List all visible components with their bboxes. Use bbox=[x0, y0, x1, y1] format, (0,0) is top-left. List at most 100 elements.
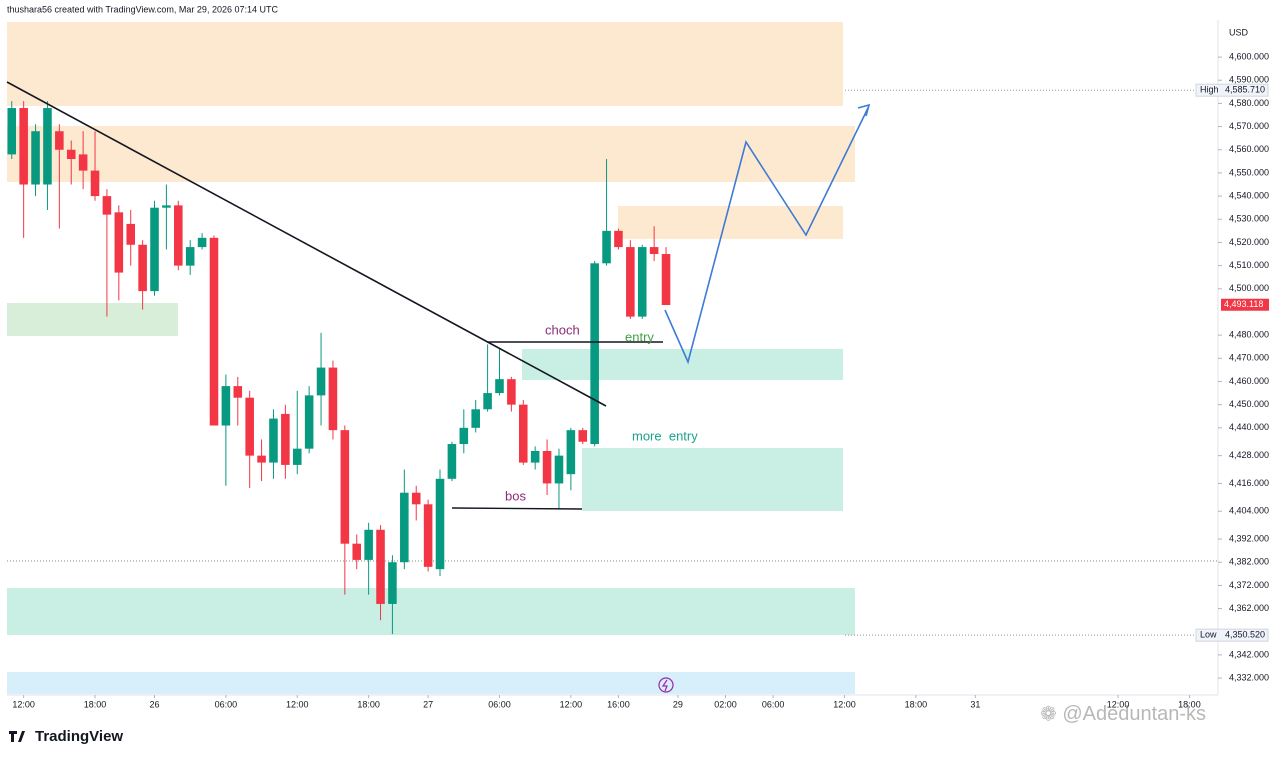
logo-text: TradingView bbox=[35, 728, 123, 745]
x-tick-label: 12:00 bbox=[560, 699, 583, 709]
candle-body bbox=[114, 212, 124, 273]
event-icon-bolt bbox=[661, 679, 668, 692]
candle-body bbox=[185, 247, 195, 266]
candle-body bbox=[364, 529, 373, 560]
x-tick-label: 27 bbox=[423, 699, 433, 709]
candle-body bbox=[78, 154, 88, 171]
candle-body bbox=[661, 254, 671, 306]
candle-body bbox=[304, 395, 314, 449]
zone bbox=[7, 126, 855, 182]
zone bbox=[7, 672, 855, 694]
marker-label: 4,350.520 bbox=[1225, 630, 1265, 640]
event-icon[interactable] bbox=[658, 677, 674, 693]
candle-body bbox=[19, 108, 28, 185]
candle-body bbox=[530, 450, 540, 463]
candle-body bbox=[269, 418, 278, 463]
y-tick-label: 4,500.000 bbox=[1229, 283, 1269, 293]
candle-body bbox=[435, 478, 445, 570]
candle-body bbox=[209, 237, 219, 426]
drawings bbox=[6, 81, 871, 693]
zone bbox=[582, 448, 843, 511]
y-tick-label: 4,440.000 bbox=[1229, 422, 1269, 432]
y-tick-label: 4,560.000 bbox=[1229, 144, 1269, 154]
y-tick-label: 4,332.000 bbox=[1229, 672, 1269, 682]
candle-body bbox=[340, 430, 350, 544]
y-tick-label: 4,342.000 bbox=[1229, 649, 1269, 659]
y-tick-label: 4,372.000 bbox=[1229, 580, 1269, 590]
x-tick-label: 29 bbox=[673, 699, 683, 709]
projection-path bbox=[664, 107, 869, 365]
candle-body bbox=[626, 247, 635, 317]
y-tick-label: 4,540.000 bbox=[1229, 190, 1269, 200]
candle-body bbox=[495, 379, 504, 394]
zone bbox=[7, 22, 843, 106]
candle-body bbox=[174, 205, 183, 266]
projection-arrow bbox=[857, 103, 871, 117]
candle-body bbox=[292, 448, 302, 465]
candle-body bbox=[90, 170, 100, 197]
y-tick-label: 4,590.000 bbox=[1229, 75, 1269, 85]
last-price-label: 4,493.118 bbox=[1224, 299, 1263, 309]
logo-mark bbox=[9, 731, 25, 742]
candle-body bbox=[542, 450, 552, 484]
annotation: entry bbox=[625, 329, 654, 344]
candle-body bbox=[411, 492, 421, 505]
zone bbox=[522, 349, 843, 380]
x-tick-label: 06:00 bbox=[215, 699, 238, 709]
candle-body bbox=[245, 397, 254, 456]
candle-body bbox=[614, 230, 623, 248]
x-tick-label: 12:00 bbox=[12, 699, 35, 709]
candle-body bbox=[590, 263, 599, 445]
annotation: more entry bbox=[632, 428, 698, 443]
y-tick-label: 4,392.000 bbox=[1229, 533, 1269, 543]
y-tick-label: 4,404.000 bbox=[1229, 506, 1269, 516]
candle-body bbox=[138, 244, 147, 292]
currency: USD bbox=[1229, 27, 1249, 37]
y-tick-label: 4,480.000 bbox=[1229, 330, 1269, 340]
x-tick-label: 06:00 bbox=[762, 699, 785, 709]
candle-body bbox=[400, 492, 409, 563]
trend-line bbox=[6, 81, 607, 407]
annotation: bos bbox=[505, 488, 526, 503]
candle-body bbox=[126, 223, 135, 245]
candle-body bbox=[602, 230, 611, 264]
x-tick-label: 18:00 bbox=[84, 699, 107, 709]
watermark: ❁ @Adeduntan-ks bbox=[1040, 703, 1206, 725]
y-tick-label: 4,600.000 bbox=[1229, 51, 1269, 61]
x-tick-label: 06:00 bbox=[488, 699, 511, 709]
x-tick-label: 02:00 bbox=[714, 699, 737, 709]
candle-body bbox=[649, 247, 659, 255]
marker-name: Low bbox=[1200, 630, 1217, 640]
candle-body bbox=[459, 427, 469, 445]
candle-body bbox=[471, 409, 480, 428]
y-tick-label: 4,470.000 bbox=[1229, 353, 1269, 363]
y-tick-label: 4,550.000 bbox=[1229, 167, 1269, 177]
candle-body bbox=[43, 108, 52, 185]
candle-body bbox=[66, 149, 76, 160]
candle-body bbox=[7, 108, 17, 155]
marker-badge bbox=[1195, 628, 1269, 642]
candle-body bbox=[150, 207, 159, 292]
y-tick-label: 4,530.000 bbox=[1229, 214, 1269, 224]
logo: TradingView bbox=[9, 728, 123, 745]
y-tick-label: 4,428.000 bbox=[1229, 450, 1269, 460]
y-tick-label: 4,520.000 bbox=[1229, 237, 1269, 247]
watermark-text: @Adeduntan-ks bbox=[1062, 703, 1206, 725]
x-tick-label: 12:00 bbox=[833, 699, 856, 709]
y-tick-label: 4,570.000 bbox=[1229, 121, 1269, 131]
header: thushara56 created with TradingView.com,… bbox=[7, 4, 278, 14]
zones bbox=[7, 22, 855, 694]
candle-body bbox=[197, 237, 207, 248]
candle-body bbox=[518, 404, 528, 463]
last-price-badge bbox=[1221, 298, 1269, 311]
candle-body bbox=[233, 386, 243, 398]
x-tick-label: 26 bbox=[150, 699, 160, 709]
candle-body bbox=[257, 455, 266, 463]
y-tick-label: 4,580.000 bbox=[1229, 98, 1269, 108]
candle-body bbox=[447, 444, 457, 479]
marker-badge bbox=[1195, 83, 1269, 97]
candle-body bbox=[507, 379, 516, 405]
marker-name: High bbox=[1200, 85, 1219, 95]
candle-body bbox=[352, 543, 362, 560]
